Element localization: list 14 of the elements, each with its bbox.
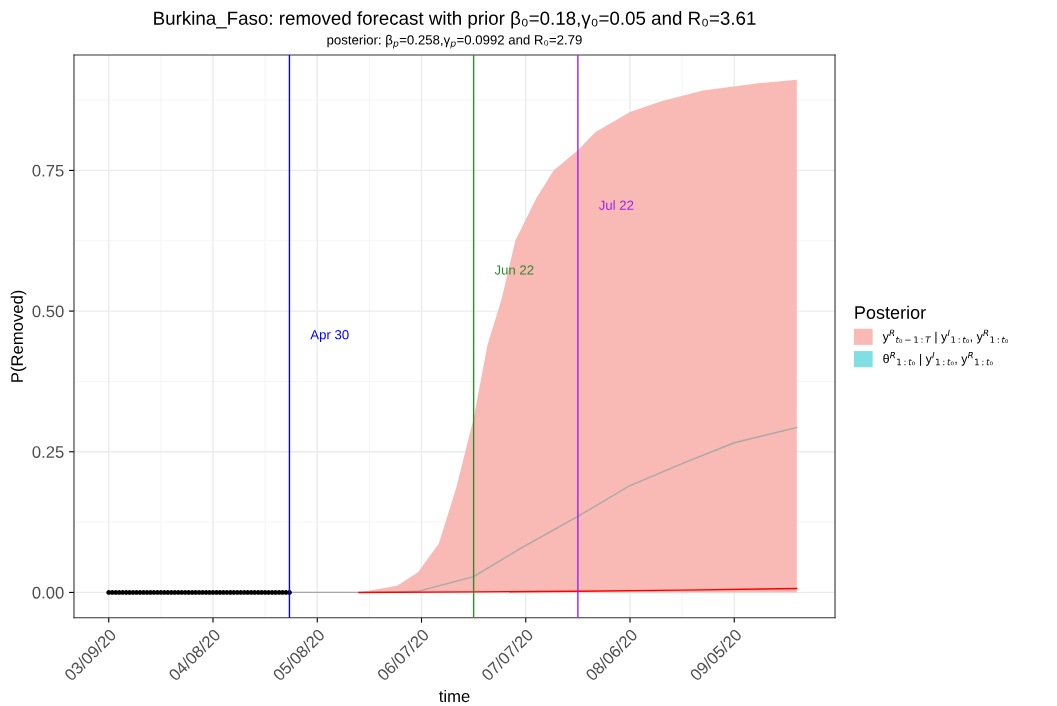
chart-subtitle: posterior: β$_{p}$=0.258,γ$_{p}$=0.0992 and R₀=2.79 [327, 34, 582, 49]
ref-line-label: Jun 22 [494, 265, 534, 275]
y-tick-label: 0.50 [32, 305, 64, 318]
ref-line-label: Jul 22 [598, 200, 634, 210]
x-axis-title: time [439, 689, 470, 703]
y-tick-label: 0.00 [32, 586, 64, 599]
text: θ$^{R}$$_{1:t₀}$ | y$^{I}$$_{1:t₀}$, y$^{R}$$_{1:t₀}$ [883, 351, 993, 366]
y-tick-label: 0.25 [32, 446, 64, 458]
legend-title: Posterior [855, 305, 926, 319]
y-tick-label: 0.75 [32, 164, 64, 177]
chart-title: Burkina_Faso: removed forecast with prior β₀=0.18,γ₀=0.05 and R₀=3.61 [154, 11, 756, 29]
y-axis-title: P(Removed) [10, 290, 27, 382]
text: y$^{R}$$_{t₀−1:T}$ | y$^{I}$$_{1:t₀}$, y$^{R}$$_{1:t₀}$ [882, 329, 1009, 344]
ref-line-label: Apr 30 [310, 330, 349, 342]
